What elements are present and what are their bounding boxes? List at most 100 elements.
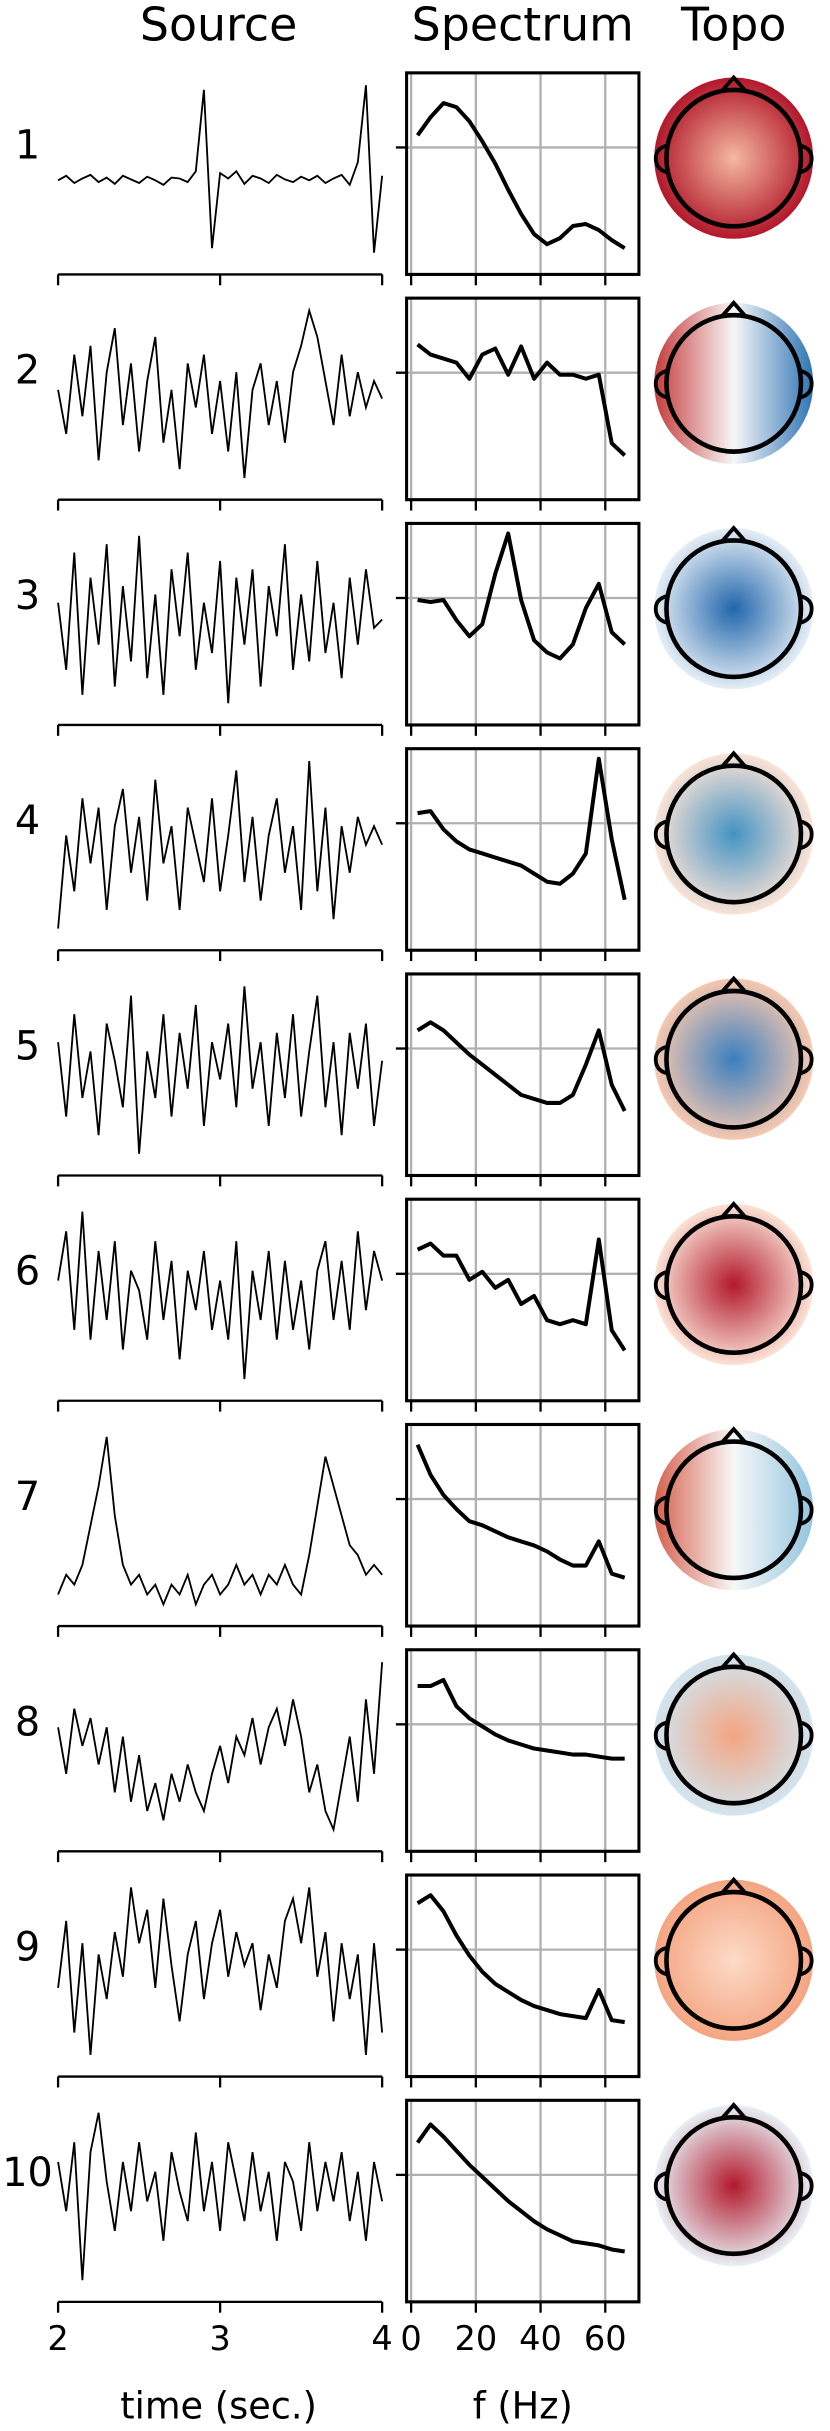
spectrum-frame	[405, 1648, 641, 1853]
topo-title: Topo	[680, 0, 786, 52]
row-label: 1	[15, 122, 40, 168]
ear	[800, 369, 814, 400]
spectrum-line	[415, 2122, 626, 2254]
source-trace	[57, 1211, 384, 1380]
row-label: 10	[2, 2150, 53, 2196]
x-tick-label: 20	[454, 2319, 497, 2358]
row-label: 6	[15, 1248, 40, 1294]
x-tick-label: 3	[209, 2319, 230, 2358]
ear	[653, 594, 668, 625]
head-outline	[664, 1439, 804, 1581]
source-trace	[57, 85, 384, 253]
spectrum-line	[417, 756, 627, 901]
nose	[720, 975, 748, 994]
nose	[720, 74, 748, 93]
x-tick-label: 0	[400, 2319, 421, 2358]
source-trace	[57, 2112, 384, 2281]
spectrum-frame	[405, 71, 641, 276]
topo-map	[654, 1203, 814, 1366]
spectrum-line	[417, 531, 627, 661]
nose	[720, 299, 748, 319]
spectrum-frame	[405, 2098, 641, 2304]
source-trace	[57, 986, 384, 1154]
ear	[653, 819, 668, 850]
head-outline	[664, 2115, 804, 2257]
ear	[800, 1720, 814, 1751]
ear	[653, 2171, 668, 2202]
ear	[800, 1270, 814, 1301]
nose	[720, 2102, 748, 2121]
ear	[800, 1495, 814, 1526]
ear	[653, 369, 668, 400]
head-outline	[664, 87, 804, 229]
spectrum-frame	[405, 747, 641, 952]
ear	[653, 143, 668, 174]
spectrum-line	[415, 1443, 626, 1580]
ear	[653, 1946, 668, 1977]
ear	[800, 1946, 814, 1977]
spectrum-line	[415, 101, 626, 250]
nose	[720, 1651, 748, 1670]
ear	[653, 1720, 668, 1751]
source-trace	[57, 1887, 384, 2055]
x-axis-label: time (sec.)	[120, 2384, 317, 2427]
ear	[653, 1270, 668, 1301]
spectrum-line	[417, 1677, 625, 1761]
spectrum-line	[416, 342, 627, 457]
ear	[653, 1495, 668, 1526]
head-outline	[664, 312, 804, 454]
row-label: 3	[15, 573, 40, 619]
nose	[720, 750, 748, 769]
row-label: 5	[15, 1023, 40, 1069]
spectrum-line	[416, 1020, 627, 1112]
nose	[720, 525, 748, 544]
ear	[653, 1044, 668, 1076]
topo-map	[654, 1654, 814, 1816]
source-trace	[57, 1662, 384, 1833]
x-axis-label: f (Hz)	[473, 2384, 573, 2427]
spectrum-frame	[405, 1422, 641, 1628]
spectrum-title: Spectrum	[412, 0, 634, 52]
topo-map	[654, 753, 814, 915]
ear	[800, 594, 814, 625]
spectrum-frame	[405, 972, 641, 1178]
nose	[720, 1200, 748, 1220]
head-outline	[664, 538, 804, 680]
row-label: 4	[15, 798, 40, 844]
row-label: 7	[15, 1474, 40, 1520]
spectrum-frame	[405, 1197, 641, 1403]
spectrum-frame	[405, 521, 641, 727]
spectrum-line	[416, 1893, 626, 2025]
head-outline	[664, 1213, 804, 1356]
source-trace	[57, 306, 383, 479]
nose	[720, 1426, 748, 1445]
ear	[800, 1044, 814, 1076]
topo-map	[654, 302, 814, 465]
topo-map	[654, 1879, 814, 2041]
nose	[720, 1876, 748, 1895]
row-label: 8	[15, 1699, 40, 1745]
source-trace	[57, 535, 383, 704]
topo-map	[654, 528, 814, 690]
source-title: Source	[140, 0, 297, 52]
ear	[800, 2171, 814, 2202]
head-outline	[664, 988, 804, 1130]
source-trace	[57, 1436, 383, 1608]
topo-map	[654, 2104, 814, 2267]
topo-map	[654, 1429, 814, 1591]
head-outline	[664, 763, 804, 905]
ear	[800, 143, 814, 174]
spectrum-line	[416, 1237, 627, 1352]
row-label: 2	[15, 347, 40, 393]
source-trace	[57, 761, 383, 929]
topo-map	[654, 978, 814, 1140]
row-label: 9	[15, 1924, 40, 1970]
x-tick-label: 4	[371, 2319, 392, 2358]
head-outline	[664, 1664, 804, 1806]
topo-map	[654, 77, 814, 239]
x-tick-label: 40	[519, 2319, 562, 2358]
head-outline	[664, 1889, 804, 2031]
ear	[800, 819, 814, 850]
